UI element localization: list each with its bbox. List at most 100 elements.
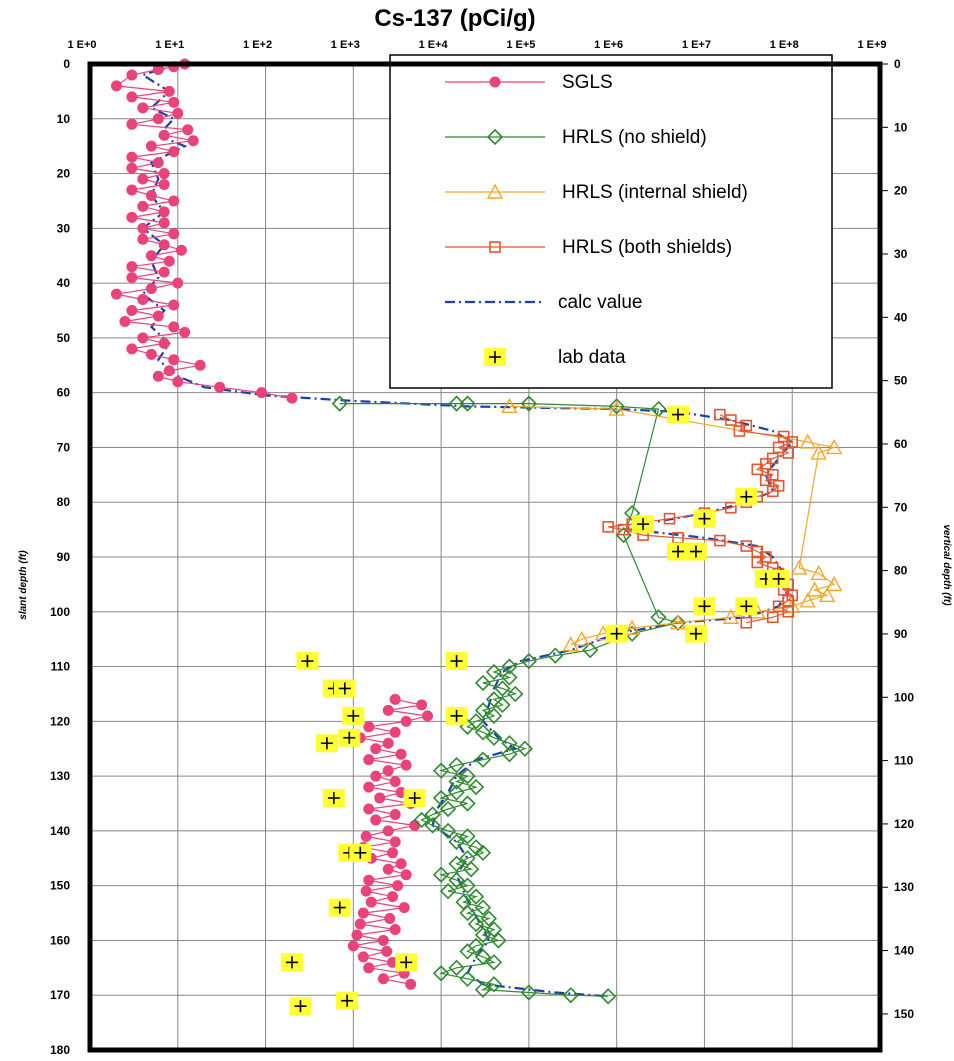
y-tick-label: 140 — [50, 824, 70, 838]
hrls-no-shield-point — [432, 866, 450, 883]
series-lab-data — [280, 405, 790, 1016]
hrls-internal-shield-point — [806, 581, 823, 597]
hrls-no-shield-point — [439, 800, 457, 818]
x-tick-label: 1 E+1 — [155, 39, 184, 51]
hrls-no-shield-point — [459, 395, 476, 412]
hrls-no-shield-point — [562, 987, 579, 1004]
x-tick-label: 1 E+4 — [419, 39, 449, 51]
hrls-no-shield-point — [474, 981, 492, 998]
sgls-point — [168, 321, 180, 333]
hrls-both-shields-point — [663, 512, 676, 525]
sgls-point — [374, 792, 386, 804]
sgls-point — [389, 923, 401, 935]
sgls-point — [214, 381, 226, 393]
x-tick-label: 1 E+0 — [67, 39, 96, 51]
hrls-internal-shield-point — [501, 397, 518, 414]
hrls-internal-shield-point — [825, 438, 843, 455]
sgls-point — [370, 814, 382, 826]
sgls-point — [416, 699, 428, 711]
hrls-both-shields-point — [725, 501, 737, 514]
legend-box — [389, 54, 833, 389]
x-axis-ticks: 1 E+0 1 E+1 1 E+2 1 E+3 1 E+4 1 E+5 1 E+6 1 E+7… — [67, 39, 886, 51]
sgls-point — [382, 825, 394, 837]
sgls-point — [382, 863, 394, 875]
sgls-point — [168, 195, 180, 207]
sgls-point — [398, 902, 410, 914]
legend-entry-hrls-both-shields: HRLS (both shields) — [445, 237, 732, 258]
y-tick-label: 70 — [57, 440, 71, 454]
chart-title: Cs-137 (pCi/g) — [374, 5, 535, 32]
hrls-no-shield-point — [448, 395, 465, 412]
sgls-point — [126, 162, 138, 174]
sgls-point — [357, 907, 369, 919]
y2-tick-label: 130 — [894, 880, 914, 894]
hrls-no-shield-point — [459, 828, 476, 845]
hrls-no-shield-point — [485, 691, 503, 708]
hrls-no-shield-point — [516, 740, 534, 757]
y2-tick-label: 110 — [894, 754, 914, 768]
sgls-point — [360, 830, 372, 842]
sgls-point — [126, 343, 138, 355]
hrls-no-shield-point — [463, 861, 480, 878]
sgls-point — [145, 283, 157, 295]
sgls-point — [389, 776, 401, 788]
sgls-point — [370, 743, 382, 755]
sgls-point — [187, 135, 199, 147]
hrls-no-shield-point — [608, 398, 625, 415]
hrls-no-shield-point — [467, 915, 485, 933]
sgls-point — [382, 737, 394, 749]
sgls-point — [381, 945, 393, 957]
y2-tick-label: 80 — [894, 564, 908, 578]
lab-data-point — [684, 624, 707, 643]
hrls-no-shield-point — [439, 822, 457, 840]
sgls-point — [179, 326, 191, 338]
hrls-both-shields-point — [759, 474, 772, 487]
hrls-both-shields-point — [786, 436, 799, 448]
sgls-point — [158, 179, 170, 191]
hrls-no-shield-point — [485, 729, 503, 746]
sgls-point — [382, 765, 394, 777]
series-hrls-no-shield — [331, 395, 687, 1005]
sgls-point — [137, 200, 149, 212]
legend-label: lab data — [558, 347, 626, 368]
y-tick-label: 30 — [57, 221, 71, 235]
sgls-point — [182, 124, 194, 136]
y2-axis-ticks: 0 10 20 30 40 50 60 70 80 90 100 110 120 130 140 150 — [880, 57, 914, 1021]
hrls-both-shields-point — [766, 485, 779, 498]
hrls-no-shield-point — [485, 954, 503, 971]
sgls-point — [137, 294, 149, 306]
y2-tick-label: 60 — [894, 437, 908, 451]
lab-data-point — [767, 569, 790, 588]
lab-data-point — [445, 706, 468, 725]
y2-tick-label: 90 — [894, 627, 908, 641]
sgls-point — [256, 387, 268, 399]
hrls-no-shield-point — [507, 685, 524, 703]
hrls-both-shields-point — [602, 521, 614, 533]
hrls-no-shield-point — [474, 844, 492, 861]
hrls-both-shields-point — [714, 408, 726, 421]
hrls-no-shield-point — [474, 674, 492, 692]
sgls-point — [137, 102, 149, 114]
hrls-internal-shield-point — [810, 444, 827, 460]
hrls-no-shield-point — [669, 614, 687, 631]
hrls-no-shield-point — [432, 789, 450, 807]
sgls-point — [286, 392, 298, 404]
hrls-no-shield-point — [485, 976, 503, 993]
sgls-point — [145, 140, 157, 152]
lab-data-point — [403, 789, 426, 808]
hrls-no-shield-point — [650, 609, 667, 626]
sgls-point — [168, 354, 180, 366]
lab-data-point — [296, 652, 319, 671]
hrls-no-shield-point — [485, 921, 503, 938]
hrls-no-shield-point — [459, 877, 476, 894]
sgls-point — [137, 233, 149, 245]
hrls-no-shield-point — [432, 965, 450, 982]
series-sgls — [347, 693, 434, 990]
sgls-point — [347, 940, 359, 952]
lab-data-point — [315, 734, 338, 753]
lab-data-point — [667, 542, 690, 561]
x-tick-label: 1 E+5 — [506, 39, 535, 51]
hrls-both-shields-point — [751, 463, 764, 476]
sgls-point — [363, 754, 375, 766]
hrls-no-shield-point — [485, 707, 503, 724]
